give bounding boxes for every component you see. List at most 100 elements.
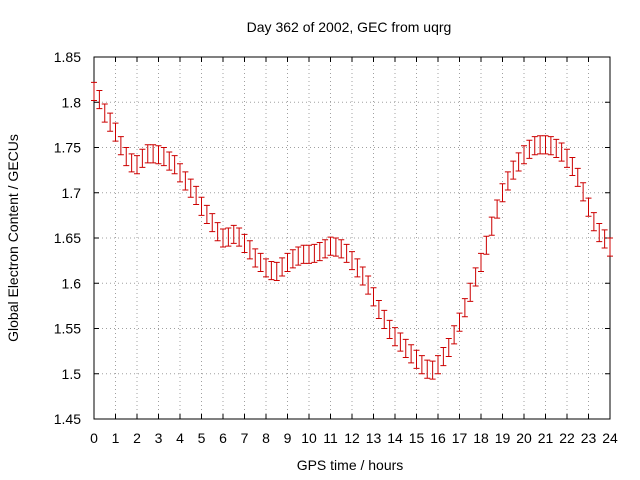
x-tick-label: 8 [262,430,270,446]
data-point-errorbar [139,149,145,167]
data-point-errorbar [102,104,108,122]
data-point-errorbar [414,350,420,368]
data-point-errorbar [268,262,274,280]
data-points [91,82,613,379]
data-point-errorbar [564,149,570,167]
x-tick-label: 2 [133,430,141,446]
data-point-errorbar [225,228,231,246]
data-point-errorbar [473,268,479,286]
data-point-errorbar [543,136,549,154]
data-point-errorbar [258,253,264,271]
data-point-errorbar [548,137,554,155]
data-point-errorbar [107,113,113,131]
x-tick-label: 24 [602,430,618,446]
data-point-errorbar [526,140,532,158]
y-tick-label: 1.75 [54,140,81,156]
data-point-errorbar [446,338,452,356]
data-point-errorbar [145,145,151,163]
data-point-errorbar [301,245,307,263]
data-point-errorbar [193,186,199,204]
data-point-errorbar [328,237,334,255]
data-point-errorbar [494,200,500,218]
data-point-errorbar [403,339,409,357]
data-point-errorbar [199,197,205,215]
data-point-errorbar [344,244,350,262]
x-tick-label: 12 [344,430,360,446]
data-point-errorbar [134,156,140,174]
chart-title: Day 362 of 2002, GEC from uqrg [247,19,452,35]
data-point-errorbar [397,333,403,351]
x-tick-label: 22 [559,430,575,446]
data-point-errorbar [91,82,97,100]
x-tick-label: 14 [387,430,403,446]
data-point-errorbar [177,164,183,182]
data-point-errorbar [537,136,543,154]
data-point-errorbar [279,258,285,276]
data-point-errorbar [161,148,167,166]
y-tick-label: 1.65 [54,230,81,246]
data-point-errorbar [440,348,446,366]
x-tick-label: 15 [409,430,425,446]
data-point-errorbar [123,148,129,166]
data-point-errorbar [317,243,323,261]
data-point-errorbar [381,310,387,328]
x-tick-label: 9 [284,430,292,446]
data-point-errorbar [424,360,430,378]
data-point-errorbar [242,234,248,252]
x-tick-label: 18 [473,430,489,446]
data-point-errorbar [376,300,382,318]
data-point-errorbar [580,183,586,201]
data-point-errorbar [182,172,188,190]
x-tick-label: 3 [155,430,163,446]
x-axis-label: GPS time / hours [297,457,404,473]
data-point-errorbar [290,250,296,268]
data-point-errorbar [274,262,280,280]
data-point-errorbar [596,224,602,242]
x-tick-label: 17 [452,430,468,446]
data-point-errorbar [96,90,102,108]
data-point-errorbar [392,328,398,346]
data-point-errorbar [408,345,414,363]
data-point-errorbar [586,198,592,216]
y-axis-label: Global Electron Content / GECUs [5,134,21,342]
x-tick-labels: 0 1 2 3 4 5 6 7 8 9 10 11 12 13 14 15 16 17 18 19 20 21 22 23 24 [90,430,618,446]
data-point-errorbar [419,356,425,374]
data-point-errorbar [333,238,339,256]
data-point-errorbar [489,217,495,235]
data-point-errorbar [451,326,457,344]
y-tick-label: 1.5 [62,366,82,382]
x-tick-label: 1 [112,430,120,446]
data-point-errorbar [311,244,317,262]
data-point-errorbar [247,241,253,259]
data-point-errorbar [156,146,162,164]
data-point-errorbar [467,283,473,301]
data-point-errorbar [365,276,371,294]
x-tick-label: 5 [198,430,206,446]
data-point-errorbar [285,253,291,271]
data-point-errorbar [500,184,506,202]
x-tick-label: 0 [90,430,98,446]
data-point-errorbar [435,356,441,374]
data-point-errorbar [371,288,377,306]
data-point-errorbar [591,213,597,231]
data-point-errorbar [338,240,344,258]
x-tick-label: 7 [241,430,249,446]
data-point-errorbar [236,228,242,246]
data-point-errorbar [607,238,613,256]
x-tick-label: 21 [538,430,554,446]
data-point-errorbar [478,253,484,271]
x-tick-label: 4 [176,430,184,446]
data-point-errorbar [532,137,538,155]
data-point-errorbar [569,157,575,175]
data-point-errorbar [387,320,393,338]
grid [94,57,610,419]
data-point-errorbar [118,137,124,155]
data-point-errorbar [505,172,511,190]
y-tick-label: 1.6 [62,275,82,291]
data-point-errorbar [559,143,565,161]
data-point-errorbar [483,236,489,254]
x-tick-label: 6 [219,430,227,446]
data-point-errorbar [295,247,301,265]
data-point-errorbar [322,240,328,258]
data-point-errorbar [220,229,226,247]
